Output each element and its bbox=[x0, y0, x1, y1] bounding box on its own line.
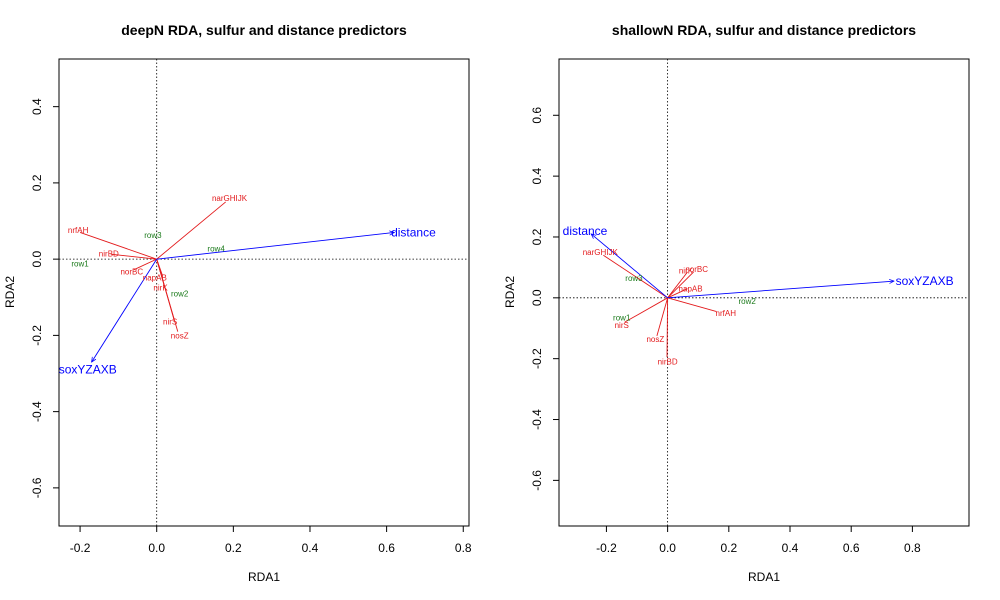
deep-x-tick-label: -0.2 bbox=[70, 541, 91, 555]
shallow-y-tick-label: 0.0 bbox=[530, 289, 544, 306]
shallow-species-arrow-nirS bbox=[624, 297, 668, 323]
shallow-y-tick-label: -0.4 bbox=[530, 409, 544, 430]
shallow-species-label-narGHIJK: narGHIJK bbox=[583, 248, 619, 257]
shallow-x-tick-label: 0.6 bbox=[843, 541, 860, 555]
deep-env-arrow-soxYZAXB bbox=[92, 258, 158, 362]
shallow-species-arrow-nosZ bbox=[656, 297, 669, 336]
deep-species-arrow-nirBD bbox=[110, 253, 157, 260]
deep-species-label-nirK: nirK bbox=[153, 284, 168, 293]
deep-x-tick-label: 0.6 bbox=[378, 541, 395, 555]
deep-env-arrow-distance bbox=[156, 232, 395, 260]
shallow-y-tick-label: -0.6 bbox=[530, 470, 544, 491]
deep-site-label-row4: row4 bbox=[207, 244, 225, 253]
deep-y-tick-label: 0.2 bbox=[30, 174, 44, 191]
deep-species-arrow-nrfAH bbox=[79, 232, 157, 260]
shallow-y-tick-label: 0.4 bbox=[530, 167, 544, 184]
shallow-species-label-norBC: norBC bbox=[685, 265, 708, 274]
deep-ylabel: RDA2 bbox=[3, 276, 17, 308]
deep-species-arrow-nosZ bbox=[156, 259, 179, 332]
deep-y-tick-label: -0.6 bbox=[30, 477, 44, 498]
deep-y-tick-label: -0.2 bbox=[30, 325, 44, 346]
deep-species-label-nirBD: nirBD bbox=[99, 249, 119, 258]
shallow-ylabel: RDA2 bbox=[503, 276, 517, 308]
shallow-species-label-nirBD: nirBD bbox=[658, 358, 678, 367]
shallow-species-label-napAB: napAB bbox=[679, 285, 703, 294]
deep-plot-box bbox=[58, 58, 470, 527]
deep-xlabel: RDA1 bbox=[248, 570, 280, 584]
shallow-species-arrow-nrfAH bbox=[667, 297, 717, 312]
shallow-species-label-nirK: nirK bbox=[679, 266, 694, 275]
shallow-panel: shallowN RDA, sulfur and distance predic… bbox=[503, 22, 970, 584]
deep-species-label-napAB: napAB bbox=[143, 273, 167, 282]
shallow-species-arrow-nirK bbox=[667, 271, 688, 299]
deep-site-label-row3: row3 bbox=[144, 231, 162, 240]
shallow-species-label-nosZ: nosZ bbox=[646, 335, 664, 344]
deep-x-tick-label: 0.4 bbox=[302, 541, 319, 555]
shallow-species-arrow-nirBD bbox=[666, 297, 669, 358]
shallow-plot-box bbox=[558, 58, 970, 527]
deep-site-label-row2: row2 bbox=[171, 289, 189, 298]
deep-x-tick-label: 0.0 bbox=[148, 541, 165, 555]
shallow-title: shallowN RDA, sulfur and distance predic… bbox=[612, 22, 916, 38]
shallow-y-tick-label: 0.2 bbox=[530, 228, 544, 245]
shallow-species-arrow-narGHIJK bbox=[603, 254, 668, 299]
shallow-env-arrow-distance bbox=[591, 234, 668, 299]
deep-site-label-row1: row1 bbox=[71, 259, 89, 268]
deep-x-tick-label: 0.8 bbox=[455, 541, 472, 555]
shallow-site-label-row2: row2 bbox=[738, 297, 756, 306]
shallow-x-tick-label: 0.8 bbox=[904, 541, 921, 555]
deep-env-label-soxYZAXB: soxYZAXB bbox=[59, 363, 117, 377]
shallow-site-label-row3: row3 bbox=[625, 274, 643, 283]
shallow-y-tick-label: -0.2 bbox=[530, 348, 544, 369]
shallow-x-tick-label: -0.2 bbox=[596, 541, 617, 555]
deep-species-label-norBC: norBC bbox=[120, 268, 143, 277]
shallow-y-tick-label: 0.6 bbox=[530, 107, 544, 124]
deep-y-tick-label: 0.0 bbox=[30, 250, 44, 267]
shallow-x-tick-label: 0.2 bbox=[720, 541, 737, 555]
shallow-species-arrow-napAB bbox=[667, 288, 688, 299]
shallow-species-label-nrfAH: nrfAH bbox=[716, 309, 737, 318]
shallow-xlabel: RDA1 bbox=[748, 570, 780, 584]
deep-x-tick-label: 0.2 bbox=[225, 541, 242, 555]
shallow-env-arrow-soxYZAXB bbox=[667, 281, 894, 299]
deep-panel: deepN RDA, sulfur and distance predictor… bbox=[3, 22, 472, 584]
shallow-env-label-distance: distance bbox=[563, 224, 608, 238]
shallow-env-label-soxYZAXB: soxYZAXB bbox=[896, 274, 954, 288]
deep-y-tick-label: 0.4 bbox=[30, 98, 44, 115]
shallow-site-label-row1: row1 bbox=[613, 314, 631, 323]
deep-env-label-distance: distance bbox=[391, 225, 436, 239]
deep-y-tick-label: -0.4 bbox=[30, 401, 44, 422]
deep-species-arrow-norBC bbox=[133, 258, 157, 271]
deep-species-label-narGHIJK: narGHIJK bbox=[212, 194, 248, 203]
deep-title: deepN RDA, sulfur and distance predictor… bbox=[121, 22, 407, 38]
deep-species-arrow-narGHIJK bbox=[156, 201, 226, 260]
shallow-x-tick-label: 0.0 bbox=[659, 541, 676, 555]
deep-species-label-nrfAH: nrfAH bbox=[68, 226, 89, 235]
shallow-species-arrow-norBC bbox=[667, 271, 694, 299]
shallow-x-tick-label: 0.4 bbox=[782, 541, 799, 555]
deep-species-label-nirS: nirS bbox=[163, 317, 177, 326]
deep-species-label-nosZ: nosZ bbox=[171, 331, 189, 340]
shallow-species-label-nirS: nirS bbox=[615, 321, 629, 330]
